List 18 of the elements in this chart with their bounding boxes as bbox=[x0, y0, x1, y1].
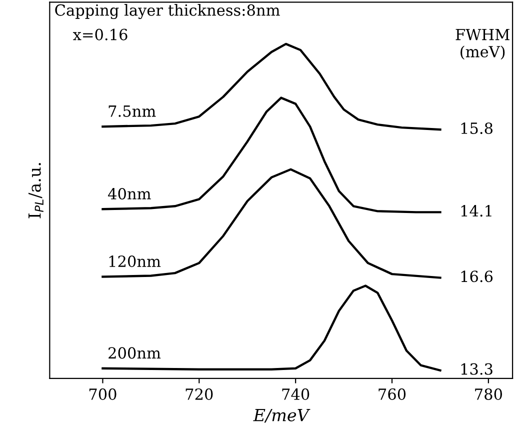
series-label: 7.5nm bbox=[108, 106, 156, 117]
x-tick-label: 700 bbox=[89, 388, 116, 400]
annotation: FWHM (meV) bbox=[456, 28, 510, 60]
annotation: 14.1 bbox=[461, 205, 492, 217]
annotation: 15.8 bbox=[461, 122, 492, 134]
text: Capping layer thickness:8nm bbox=[55, 4, 280, 20]
text: x=0.16 bbox=[73, 28, 128, 40]
x-tick-label: 760 bbox=[378, 388, 406, 400]
series-label: 200nm bbox=[108, 347, 161, 359]
y-axis-title: I$_{PL}$/a.u. bbox=[28, 163, 44, 218]
series-label: 40nm bbox=[108, 188, 151, 200]
x-axis-title: E/meV bbox=[253, 408, 310, 423]
x-tick-label: 740 bbox=[282, 388, 310, 400]
x-tick-label: 780 bbox=[475, 388, 502, 400]
x-tick-label: 720 bbox=[186, 388, 213, 400]
annotation: 16.6 bbox=[461, 270, 493, 282]
annotation: 13.3 bbox=[461, 363, 492, 375]
series-label: 120nm bbox=[109, 256, 161, 268]
